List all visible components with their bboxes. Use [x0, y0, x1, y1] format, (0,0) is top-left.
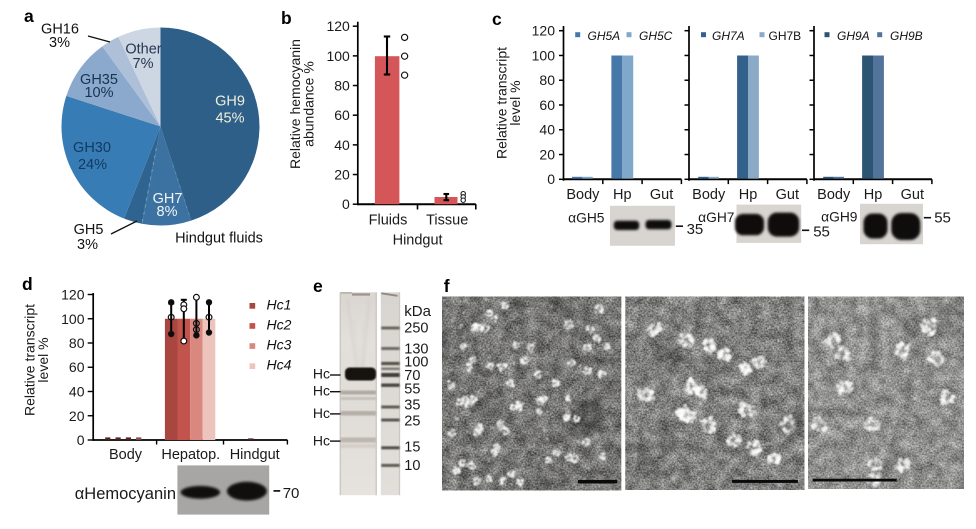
svg-text:24%: 24%	[78, 157, 107, 173]
svg-text:120: 120	[61, 287, 85, 303]
svg-text:55: 55	[934, 210, 951, 227]
svg-text:Hindgut fluids: Hindgut fluids	[175, 231, 263, 247]
svg-text:Gut: Gut	[650, 187, 673, 203]
svg-text:a: a	[24, 6, 34, 26]
svg-text:20: 20	[539, 146, 555, 162]
svg-text:10%: 10%	[84, 85, 113, 101]
svg-text:45%: 45%	[215, 111, 244, 127]
svg-text:c: c	[492, 9, 502, 29]
svg-text:0: 0	[342, 196, 350, 212]
svg-text:70: 70	[283, 485, 300, 502]
svg-text:e: e	[313, 276, 323, 296]
svg-text:7%: 7%	[133, 56, 154, 72]
svg-text:80: 80	[69, 335, 85, 351]
svg-text:15: 15	[404, 440, 420, 456]
svg-text:100: 100	[404, 354, 428, 370]
svg-text:100: 100	[61, 311, 85, 327]
svg-text:αHemocyanin: αHemocyanin	[75, 485, 176, 503]
svg-text:Hp: Hp	[739, 187, 758, 203]
svg-text:Hindgut: Hindgut	[230, 447, 280, 463]
svg-text:Hc2: Hc2	[267, 316, 292, 332]
svg-text:GH9: GH9	[215, 94, 245, 110]
svg-text:70: 70	[404, 368, 420, 384]
svg-text:Hc: Hc	[313, 383, 330, 399]
svg-text:40: 40	[334, 137, 350, 153]
svg-text:60: 60	[539, 97, 555, 113]
svg-text:Body: Body	[566, 187, 600, 203]
svg-text:60: 60	[69, 359, 85, 375]
svg-text:25: 25	[404, 414, 420, 430]
svg-text:b: b	[281, 8, 292, 28]
svg-text:80: 80	[539, 72, 555, 88]
svg-text:GH7A: GH7A	[712, 29, 745, 43]
svg-text:Hepatop.: Hepatop.	[161, 447, 220, 463]
svg-text:130: 130	[404, 341, 428, 357]
svg-text:GH5: GH5	[74, 222, 104, 238]
svg-text:3%: 3%	[77, 237, 98, 253]
svg-text:level %: level %	[35, 337, 51, 382]
svg-text:GH30: GH30	[73, 140, 111, 156]
svg-text:Hc: Hc	[313, 365, 330, 381]
svg-text:40: 40	[69, 384, 85, 400]
svg-text:250: 250	[404, 321, 428, 337]
svg-text:abundance %: abundance %	[301, 61, 317, 147]
svg-text:120: 120	[326, 18, 350, 34]
svg-text:100: 100	[532, 47, 556, 63]
svg-text:20: 20	[334, 167, 350, 183]
svg-text:Hindgut: Hindgut	[393, 233, 443, 249]
svg-text:0: 0	[77, 432, 85, 448]
svg-text:Gut: Gut	[776, 187, 799, 203]
svg-text:55: 55	[404, 381, 420, 397]
svg-text:20: 20	[69, 408, 85, 424]
svg-text:αGH9: αGH9	[821, 210, 858, 225]
svg-text:GH35: GH35	[80, 72, 118, 88]
svg-text:Relative hemocyanin: Relative hemocyanin	[287, 39, 303, 169]
svg-text:120: 120	[532, 23, 556, 39]
svg-text:Hc1: Hc1	[267, 296, 292, 312]
svg-text:35: 35	[404, 398, 420, 414]
svg-text:Body: Body	[109, 447, 143, 463]
svg-text:GH7B: GH7B	[769, 29, 802, 43]
svg-text:10: 10	[404, 458, 420, 474]
svg-text:kDa: kDa	[404, 303, 431, 320]
svg-text:Relative transcript: Relative transcript	[494, 47, 510, 159]
svg-text:GH5A: GH5A	[588, 29, 621, 43]
svg-text:Other: Other	[125, 42, 161, 58]
svg-text:αGH5: αGH5	[568, 210, 605, 225]
svg-text:0: 0	[547, 171, 555, 187]
svg-text:35: 35	[687, 221, 704, 238]
svg-text:Hp: Hp	[864, 187, 883, 203]
svg-text:Fluids: Fluids	[369, 213, 408, 229]
svg-text:Hc4: Hc4	[267, 357, 292, 373]
svg-text:Tissue: Tissue	[426, 213, 468, 229]
svg-text:8%: 8%	[157, 204, 178, 220]
svg-text:100: 100	[326, 48, 350, 64]
svg-text:GH9B: GH9B	[890, 29, 923, 43]
svg-text:GH16: GH16	[41, 22, 79, 38]
svg-text:Body: Body	[817, 187, 851, 203]
svg-text:level %: level %	[507, 80, 523, 125]
svg-text:80: 80	[334, 78, 350, 94]
svg-text:GH7: GH7	[153, 191, 183, 207]
svg-text:f: f	[444, 276, 450, 296]
svg-text:αGH7: αGH7	[698, 210, 734, 225]
svg-text:3%: 3%	[49, 35, 70, 51]
svg-text:Body: Body	[692, 187, 726, 203]
svg-text:Relative transcript: Relative transcript	[22, 304, 38, 416]
svg-text:GH5C: GH5C	[639, 29, 673, 43]
svg-text:Hc: Hc	[313, 405, 330, 421]
svg-text:60: 60	[334, 107, 350, 123]
svg-text:Hp: Hp	[613, 187, 632, 203]
svg-text:GH9A: GH9A	[837, 29, 870, 43]
svg-text:55: 55	[813, 224, 830, 241]
svg-text:Gut: Gut	[901, 187, 924, 203]
svg-text:Hc3: Hc3	[267, 337, 292, 353]
svg-text:Hc: Hc	[313, 433, 330, 449]
svg-text:40: 40	[539, 122, 555, 138]
svg-text:d: d	[22, 274, 33, 294]
